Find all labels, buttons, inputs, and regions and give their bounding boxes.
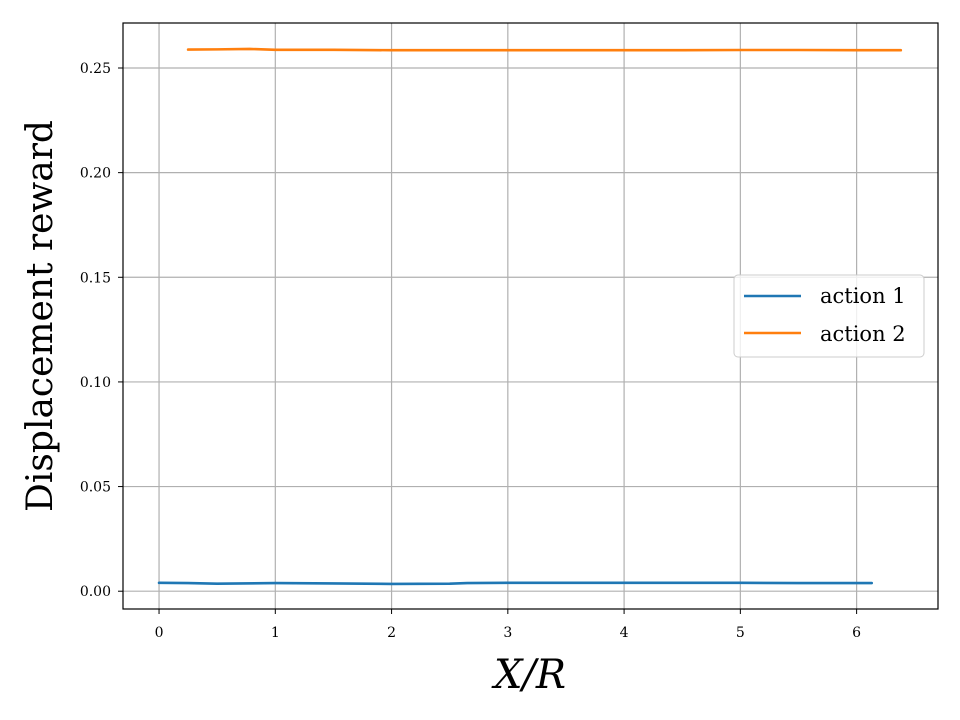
y-tick-label: 0.25 (80, 61, 111, 77)
legend-label-action-1: action 1 (820, 284, 906, 308)
legend-label-action-2: action 2 (820, 322, 906, 346)
y-tick-label: 0.00 (80, 584, 111, 600)
y-tick-label: 0.05 (80, 480, 111, 496)
y-tick-label: 0.15 (80, 270, 111, 286)
ticks: 0 1 2 3 4 5 6 0.00 0.05 0.10 0.15 0.20 0.25 (80, 61, 861, 641)
x-tick-label: 0 (155, 625, 164, 641)
series-line-action-2 (186, 47, 903, 52)
x-tick-label: 1 (271, 625, 280, 641)
x-tick-label: 6 (852, 625, 861, 641)
x-tick-label: 4 (620, 625, 629, 641)
y-axis-title: Displacement reward (20, 120, 61, 512)
series-line-action-1 (157, 581, 874, 586)
x-axis-title: X/R (491, 652, 566, 698)
plot-frame (122, 22, 939, 610)
x-tick-label: 5 (736, 625, 745, 641)
legend: action 1 action 2 (733, 274, 925, 358)
y-tick-label: 0.10 (80, 375, 111, 391)
x-tick-label: 2 (387, 625, 396, 641)
y-tick-label: 0.20 (80, 166, 111, 182)
x-tick-label: 3 (503, 625, 512, 641)
series-layer (157, 47, 903, 586)
